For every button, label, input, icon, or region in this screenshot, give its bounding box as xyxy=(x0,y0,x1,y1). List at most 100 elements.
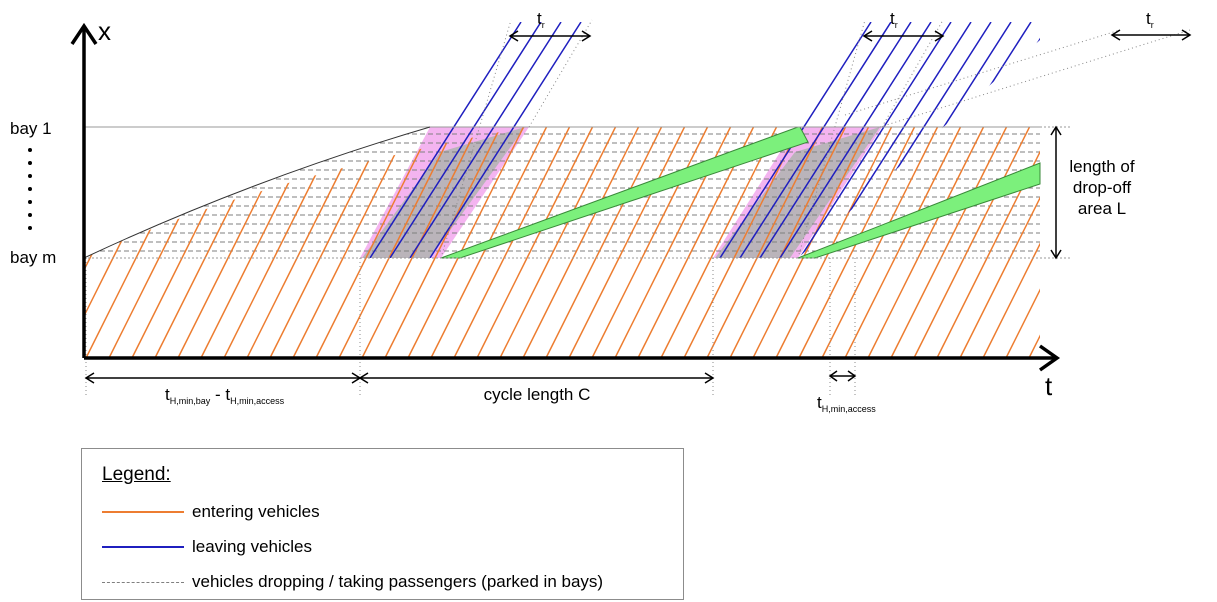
leaving-vehicle-line xyxy=(1180,22,1217,258)
tr-arrow-3-head-end xyxy=(1181,29,1192,41)
leaving-vehicle-line xyxy=(1060,22,1211,258)
entering-vehicle-line xyxy=(821,258,873,358)
entering-vehicle-line xyxy=(798,258,850,358)
entering-vehicle-line xyxy=(1005,288,1040,358)
entering-vehicle-line xyxy=(637,258,689,358)
entering-vehicle-line xyxy=(871,127,939,258)
entering-vehicle-line xyxy=(936,258,988,358)
entering-vehicle-line xyxy=(384,258,436,358)
bay-ellipsis-dot xyxy=(28,187,32,191)
entering-vehicle-line xyxy=(752,258,804,358)
entering-vehicle-line xyxy=(246,127,418,258)
length-label-line-2: drop-off xyxy=(1073,178,1132,197)
entering-vehicle-line xyxy=(223,127,395,258)
bay-1-label: bay 1 xyxy=(10,119,52,138)
entering-vehicle-line xyxy=(84,258,114,318)
legend-swatch-leaving xyxy=(102,546,184,548)
legend-label-parked: vehicles dropping / taking passengers (p… xyxy=(192,572,604,591)
leaving-vehicle-line xyxy=(799,22,952,258)
legend-label-leaving: leaving vehicles xyxy=(192,537,313,556)
entering-vehicle-line xyxy=(848,127,916,258)
entering-vehicle-line xyxy=(802,127,870,258)
tr-arrow-2-head-start xyxy=(862,30,873,42)
tr-arrow-2-head-end xyxy=(934,30,945,42)
leaving-vehicle-line xyxy=(1160,22,1217,258)
leaving-vehicle-line xyxy=(959,22,1040,258)
entering-vehicle-line xyxy=(108,258,160,358)
entering-vehicle-line xyxy=(338,258,390,358)
entering-vehicle-line xyxy=(40,18,210,358)
axes xyxy=(70,22,1061,372)
entering-vehicle-line xyxy=(154,258,206,358)
tr-arrow-1-head-start xyxy=(508,30,519,42)
t-axis-label: t xyxy=(1045,371,1053,401)
legend-item-leaving: leaving vehicles xyxy=(102,536,312,558)
entering-vehicle-line xyxy=(525,127,571,218)
length-arrow-head-end xyxy=(1050,249,1062,260)
entering-vehicle-line xyxy=(913,258,965,358)
entering-vehicle-line xyxy=(292,258,344,358)
entering-vehicle-line xyxy=(729,258,781,358)
entering-vehicle-line xyxy=(223,258,275,358)
entering-vehicle-line xyxy=(200,258,252,358)
leaving-vehicle-line xyxy=(1039,22,1040,258)
leaving-vehicle-line xyxy=(589,22,592,258)
entering-vehicle-line xyxy=(683,258,735,358)
entering-vehicle-line xyxy=(779,127,847,258)
entering-vehicle-line xyxy=(917,127,985,258)
entering-vehicle-line xyxy=(522,258,574,358)
entering-vehicle-line xyxy=(687,127,755,258)
guide-lines xyxy=(28,19,1191,395)
entering-vehicle-line xyxy=(338,127,510,258)
gray-zone-2 xyxy=(715,127,880,258)
entering-vehicle-line xyxy=(453,258,505,358)
legend-swatch-entering xyxy=(102,511,184,513)
tr-label-2: tr xyxy=(890,9,898,30)
leaving-vehicle-line xyxy=(389,22,542,258)
entering-vehicle-line xyxy=(476,258,528,358)
access-curve xyxy=(83,126,431,259)
leaving-vehicle-line xyxy=(1100,22,1217,258)
entering-vehicle-line xyxy=(407,258,459,358)
entering-vehicle-line xyxy=(756,127,824,258)
legend-swatch-parked xyxy=(102,581,184,583)
cycle-length-label: cycle length C xyxy=(484,385,591,404)
leaving-vehicle-line xyxy=(1120,22,1217,258)
legend-item-entering: entering vehicles xyxy=(102,501,320,523)
entering-vehicle-line xyxy=(499,258,551,358)
entering-vehicle-line xyxy=(825,127,893,258)
bay-ellipsis-dot xyxy=(28,226,32,230)
th-access-arrow-head-left xyxy=(828,370,838,382)
entering-vehicle-line xyxy=(315,127,487,258)
entering-vehicle-line xyxy=(315,258,367,358)
leaving-vehicle-line xyxy=(739,22,892,258)
entering-vehicle-line xyxy=(664,127,732,258)
entering-vehicle-line xyxy=(84,258,91,272)
leaving-vehicle-line xyxy=(1200,22,1217,258)
cycle-length-arrow-head-start xyxy=(358,372,369,384)
entering-vehicle-line xyxy=(407,127,525,258)
leaving-vehicle-line xyxy=(939,22,1040,258)
entering-vehicle-line xyxy=(292,127,464,258)
slanted-guide-2 xyxy=(528,19,593,128)
entering-vehicle-line xyxy=(85,258,137,358)
bay-ellipsis-dot xyxy=(28,213,32,217)
entering-vehicle-line xyxy=(200,127,372,258)
tr-label-3: tr xyxy=(1146,9,1154,30)
tr-label-1: tr xyxy=(537,9,545,30)
x-axis-label: x xyxy=(98,16,111,46)
slanted-guide-4 xyxy=(881,19,944,128)
entering-vehicle-line xyxy=(844,258,896,358)
th-access-label: tH,min,access xyxy=(817,393,876,414)
legend: Legend: entering vehicles leaving vehicl… xyxy=(81,448,684,600)
entering-vehicle-line xyxy=(641,127,709,258)
entering-vehicle-line xyxy=(959,258,1011,358)
leaving-vehicle-line xyxy=(1019,22,1040,258)
entering-vehicle-line xyxy=(591,258,643,358)
entering-vehicle-line xyxy=(549,127,617,258)
leaving-vehicle-line xyxy=(1080,22,1217,258)
leaving-vehicle-line xyxy=(779,22,932,258)
entering-vehicle-line xyxy=(568,258,620,358)
entering-vehicle-line xyxy=(384,127,525,258)
entering-vehicle-line xyxy=(177,258,229,358)
